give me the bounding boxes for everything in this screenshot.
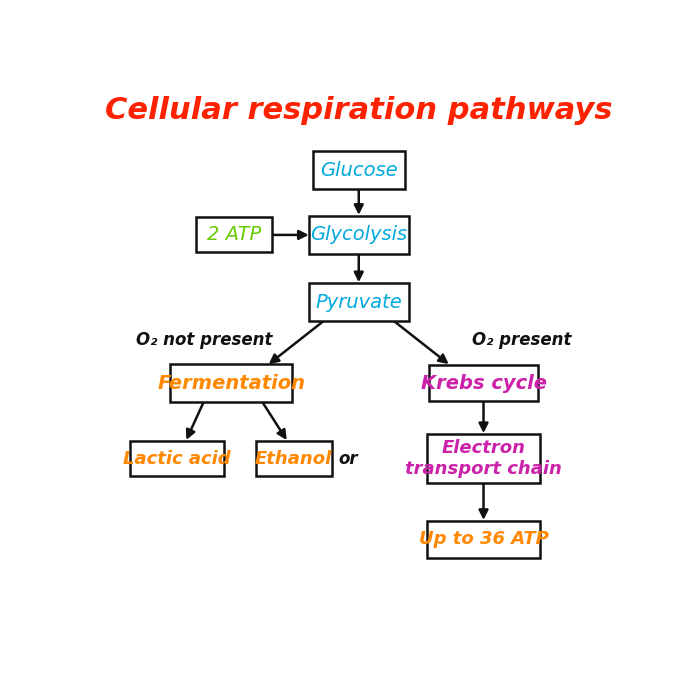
Text: Lactic acid: Lactic acid: [123, 449, 231, 468]
FancyBboxPatch shape: [309, 284, 409, 321]
FancyBboxPatch shape: [130, 441, 225, 476]
FancyBboxPatch shape: [256, 441, 332, 476]
FancyBboxPatch shape: [170, 364, 293, 402]
Text: Krebs cycle: Krebs cycle: [421, 374, 547, 393]
Text: O₂ not present: O₂ not present: [136, 331, 272, 349]
Text: Up to 36 ATP: Up to 36 ATP: [419, 531, 549, 549]
Text: 2 ATP: 2 ATP: [207, 225, 261, 244]
FancyBboxPatch shape: [426, 521, 540, 558]
Text: Cellular respiration pathways: Cellular respiration pathways: [105, 97, 612, 125]
Text: Electron
transport chain: Electron transport chain: [405, 439, 562, 478]
FancyBboxPatch shape: [426, 434, 540, 483]
FancyBboxPatch shape: [429, 365, 538, 402]
Text: Pyruvate: Pyruvate: [316, 293, 402, 312]
Text: O₂ present: O₂ present: [472, 331, 571, 349]
Text: Glycolysis: Glycolysis: [310, 225, 407, 244]
Text: Glucose: Glucose: [320, 161, 398, 180]
Text: Ethanol: Ethanol: [255, 449, 332, 468]
FancyBboxPatch shape: [313, 151, 405, 189]
Text: Fermentation: Fermentation: [158, 374, 305, 393]
Text: or: or: [338, 449, 358, 468]
FancyBboxPatch shape: [309, 216, 409, 254]
FancyBboxPatch shape: [196, 218, 272, 253]
